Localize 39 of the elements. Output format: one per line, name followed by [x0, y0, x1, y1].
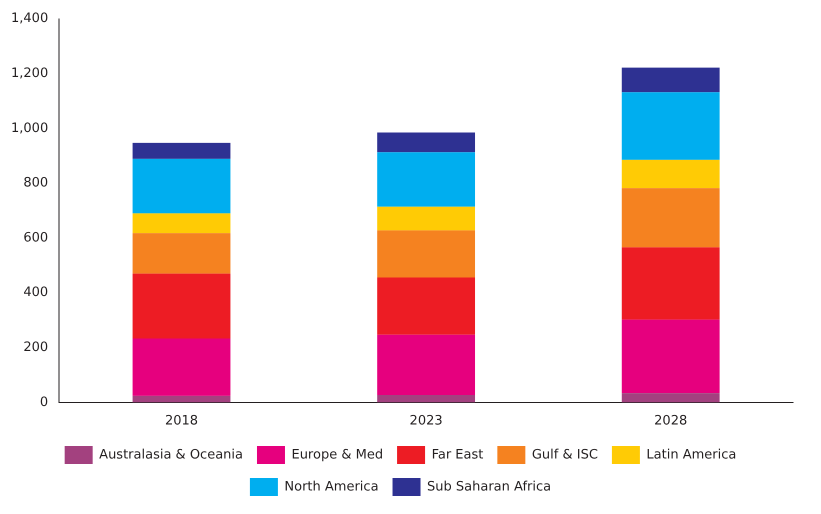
y-tick-label: 200 — [23, 340, 48, 355]
legend-label: North America — [284, 479, 379, 494]
x-tick-label: 2023 — [410, 414, 443, 429]
bar — [622, 92, 720, 160]
bar — [132, 274, 230, 339]
bar — [132, 213, 230, 234]
bar — [132, 158, 230, 214]
bar — [622, 393, 720, 402]
bar — [622, 188, 720, 248]
legend-label: Australasia & Oceania — [99, 447, 243, 462]
bar — [622, 160, 720, 188]
x-tick-label: 2028 — [654, 414, 688, 429]
y-tick-label: 1,400 — [11, 11, 48, 26]
y-tick-label: 800 — [23, 176, 48, 191]
legend-label: Sub Saharan Africa — [427, 479, 552, 494]
legend-label: Latin America — [646, 447, 736, 462]
bar — [132, 142, 230, 159]
bar — [377, 277, 476, 335]
legend-label: Far East — [432, 447, 484, 462]
bar — [132, 396, 230, 402]
bar — [377, 395, 476, 402]
y-tick-label: 400 — [23, 285, 48, 300]
y-tick-label: 1,200 — [11, 66, 48, 81]
legend-label: Gulf & ISC — [532, 447, 598, 462]
y-tick-label: 600 — [23, 230, 48, 246]
bar — [622, 68, 720, 92]
bar — [132, 338, 230, 396]
bar — [622, 320, 720, 394]
bar — [132, 233, 230, 274]
bar — [377, 230, 476, 278]
y-tick-label: 0 — [40, 394, 48, 410]
bar — [377, 334, 476, 395]
bar — [377, 206, 476, 230]
y-tick-label: 1,000 — [11, 120, 48, 136]
x-tick-label: 2018 — [164, 414, 198, 429]
bar — [377, 132, 476, 152]
bar — [377, 152, 476, 207]
legend-label: Europe & Med — [291, 447, 384, 462]
bar — [622, 247, 720, 320]
